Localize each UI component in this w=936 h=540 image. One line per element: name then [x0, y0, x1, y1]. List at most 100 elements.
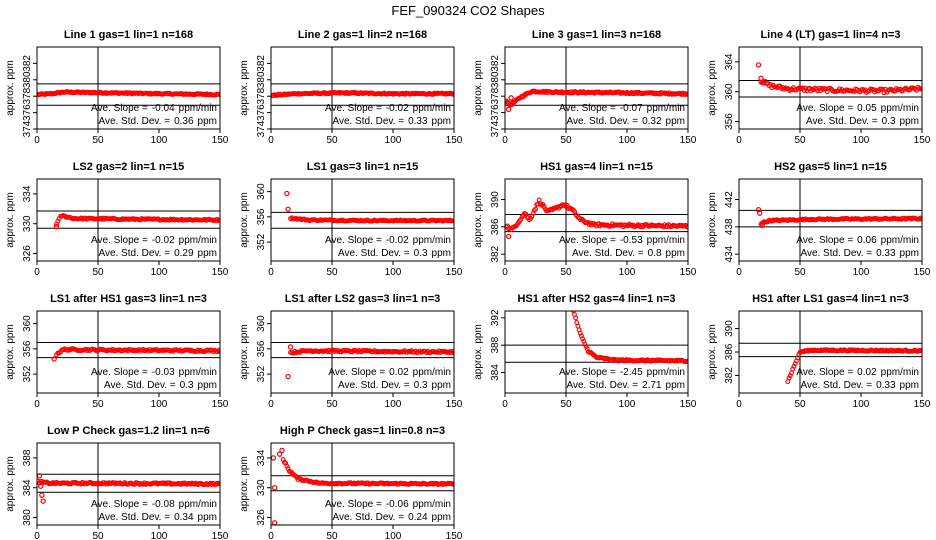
x-tick-label: 0 [34, 531, 40, 540]
y-tick-label: 378 [256, 87, 267, 104]
slope-value: -0.02 [386, 103, 409, 114]
slope-value: 0.02 [857, 367, 877, 378]
chart-panel: Low P Check gas=1.2 lin=1 n=6 approx. ppm… [5, 425, 229, 540]
plot-frame [738, 46, 923, 130]
x-tick-label: 0 [736, 399, 742, 410]
slope-value: -0.08 [152, 499, 175, 510]
y-tick-label: 364 [724, 53, 735, 70]
slope-value: -0.07 [620, 103, 643, 114]
y-tick-label: 352 [256, 233, 267, 250]
x-tick-label: 50 [92, 267, 104, 278]
y-tick-label: 374 [490, 120, 501, 137]
sd-value: 0.33 [408, 116, 428, 127]
y-axis-label: approx. ppm [5, 456, 16, 512]
sd-value: 2.71 [642, 380, 662, 391]
sd-value: 0.8 [648, 248, 662, 259]
sd-label: Ave. Std. Dev. = [338, 248, 410, 259]
std-dev-annotation: Ave. Std. Dev. = 0.24 ppm [332, 512, 451, 523]
x-tick-label: 0 [268, 399, 274, 410]
x-tick-label: 150 [914, 399, 931, 410]
slope-unit: ppm/min [413, 499, 451, 510]
data-points [505, 197, 688, 240]
slope-label: Ave. Slope = [328, 367, 385, 378]
sd-label: Ave. Std. Dev. = [332, 512, 404, 523]
x-tick-label: 50 [794, 399, 806, 410]
slope-unit: ppm/min [179, 103, 217, 114]
std-dev-annotation: Ave. Std. Dev. = 0.29 ppm [98, 248, 217, 259]
chart-panel: HS1 after LS1 gas=4 lin=1 n=3 approx. ppm… [707, 293, 931, 410]
sd-value: 0.34 [174, 512, 194, 523]
y-tick-label: 382 [490, 55, 501, 72]
sd-value: 0.3 [180, 380, 194, 391]
data-point [217, 92, 220, 98]
y-tick-label: 376 [256, 104, 267, 121]
slope-value: -2.45 [620, 367, 643, 378]
sd-value: 0.24 [408, 512, 428, 523]
std-dev-annotation: Ave. Std. Dev. = 0.3 ppm [338, 380, 451, 391]
data-point [217, 349, 220, 355]
y-axis-label: approx. ppm [473, 60, 484, 116]
slope-annotation: Ave. Slope = -0.07 ppm/min [559, 103, 685, 114]
x-tick-label: 150 [914, 135, 931, 146]
y-tick-label: 360 [22, 315, 33, 332]
panel-title: HS2 gas=5 lin=1 n=15 [774, 161, 887, 173]
sd-label: Ave. Std. Dev. = [566, 116, 638, 127]
plot-frame [36, 442, 221, 526]
plot-frame [504, 178, 689, 262]
sd-unit: ppm [666, 116, 685, 127]
panel-title: LS1 after LS2 gas=3 lin=1 n=3 [285, 293, 441, 305]
slope-annotation: Ave. Slope = -0.53 ppm/min [559, 235, 685, 246]
data-points [37, 89, 220, 98]
x-tick-label: 100 [853, 399, 870, 410]
sd-label: Ave. Std. Dev. = [566, 380, 638, 391]
figure-title: FEF_090324 CO2 Shapes [391, 3, 545, 18]
y-tick-label: 374 [22, 120, 33, 137]
slope-label: Ave. Slope = [559, 367, 616, 378]
slope-unit: ppm/min [647, 367, 685, 378]
y-tick-label: 386 [490, 218, 501, 235]
data-point [276, 451, 283, 457]
x-tick-label: 50 [560, 399, 572, 410]
slope-label: Ave. Slope = [796, 367, 853, 378]
y-tick-label: 356 [256, 340, 267, 357]
x-tick-label: 150 [446, 531, 463, 540]
x-tick-label: 50 [326, 399, 338, 410]
data-points [285, 344, 454, 380]
data-point [531, 207, 537, 213]
sd-unit: ppm [432, 380, 451, 391]
y-tick-label: 352 [256, 365, 267, 382]
x-tick-label: 50 [92, 399, 104, 410]
x-tick-label: 0 [34, 399, 40, 410]
y-tick-label: 374 [256, 120, 267, 137]
std-dev-annotation: Ave. Std. Dev. = 2.71 ppm [566, 380, 685, 391]
sd-value: 0.33 [876, 380, 896, 391]
y-tick-label: 388 [490, 336, 501, 353]
panel-title: HS1 gas=4 lin=1 n=15 [540, 161, 653, 173]
y-tick-label: 326 [256, 509, 267, 526]
plot-frame [504, 46, 689, 130]
chart-panel: Line 3 gas=1 lin=3 n=168 approx. ppm 0 50 10… [473, 29, 697, 146]
slope-annotation: Ave. Slope = -0.02 ppm/min [325, 103, 451, 114]
y-tick-label: 334 [256, 449, 267, 466]
x-tick-label: 50 [794, 135, 806, 146]
y-tick-label: 378 [22, 87, 33, 104]
x-tick-label: 150 [446, 399, 463, 410]
panel-title: LS2 gas=2 lin=1 n=15 [73, 161, 185, 173]
y-axis-label: approx. ppm [239, 324, 250, 380]
data-point [37, 483, 44, 489]
plot-frame [270, 442, 455, 526]
x-tick-label: 100 [385, 399, 402, 410]
y-tick-label: 390 [490, 191, 501, 208]
plot-frame [504, 310, 689, 394]
slope-label: Ave. Slope = [91, 499, 148, 510]
slope-unit: ppm/min [179, 235, 217, 246]
slope-unit: ppm/min [881, 367, 919, 378]
panel-title: Line 4 (LT) gas=1 lin=4 n=3 [760, 29, 900, 41]
panel-title: Line 2 gas=1 lin=2 n=168 [298, 29, 427, 41]
y-axis-label: approx. ppm [5, 60, 16, 116]
slope-annotation: Ave. Slope = -0.06 ppm/min [325, 499, 451, 510]
y-tick-label: 330 [22, 215, 33, 232]
data-points [570, 311, 688, 365]
y-axis-label: approx. ppm [5, 324, 16, 380]
